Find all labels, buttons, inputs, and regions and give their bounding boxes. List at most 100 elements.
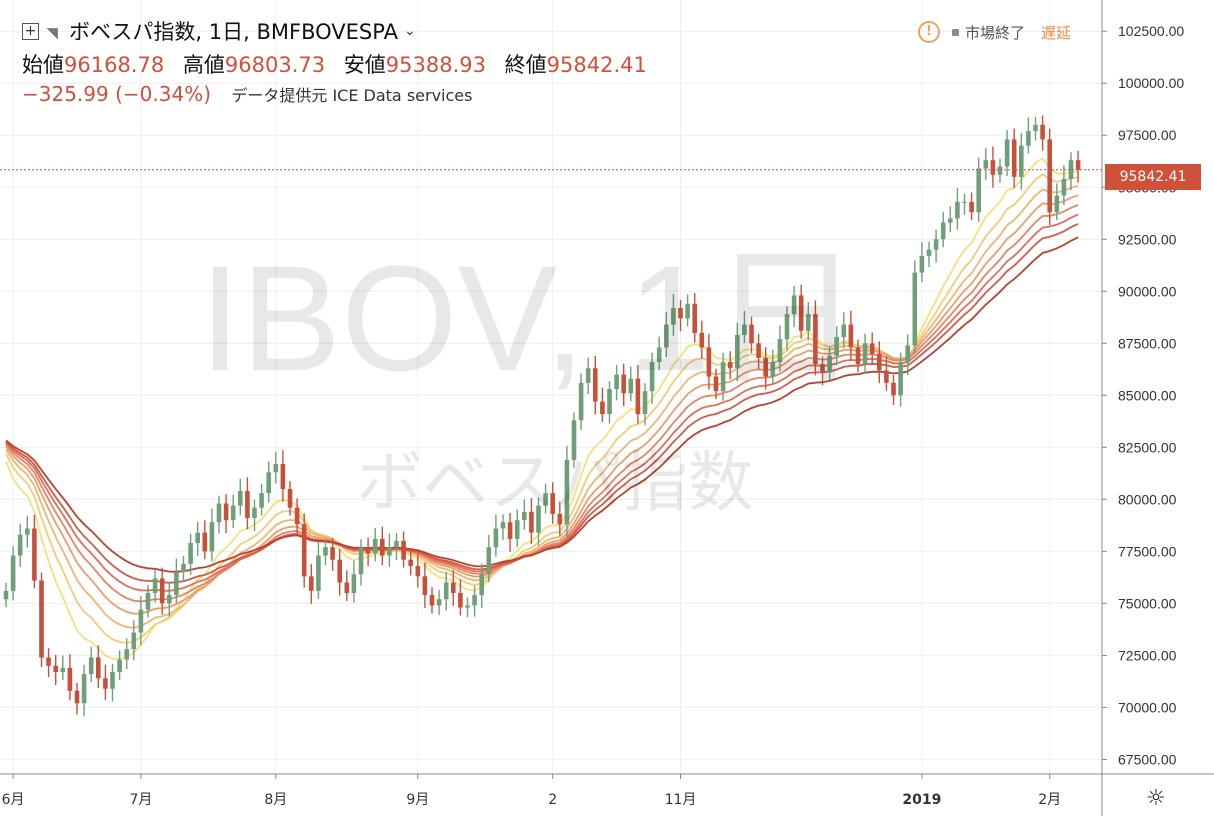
data-source: データ提供元 ICE Data services: [231, 86, 473, 105]
plus-box-icon[interactable]: +: [22, 22, 39, 40]
candle-body: [720, 362, 726, 392]
delay-label[interactable]: 遅延: [1041, 23, 1072, 42]
candle-body: [522, 511, 527, 521]
watermark-title: IBOV, 1日: [199, 234, 860, 402]
candle-body: [791, 295, 797, 315]
candle-body: [32, 528, 37, 581]
candle: [628, 366, 634, 402]
alert-circle-icon[interactable]: !: [918, 21, 940, 43]
candle-body: [117, 659, 122, 673]
candle: [280, 450, 286, 502]
candle: [17, 523, 23, 567]
candle: [1068, 152, 1074, 191]
chevron-down-icon[interactable]: ⌄: [403, 23, 416, 39]
candle: [259, 483, 264, 516]
candle: [536, 497, 541, 546]
candle: [564, 446, 570, 538]
candle-body: [167, 595, 172, 604]
status-dot: [952, 28, 959, 36]
candle-body: [877, 353, 882, 371]
candle-body: [472, 595, 477, 606]
candle: [969, 192, 974, 221]
candle: [976, 157, 981, 222]
candle: [266, 461, 271, 503]
candle: [1075, 150, 1081, 183]
candle: [195, 521, 200, 556]
candle: [955, 188, 960, 230]
candle: [1019, 133, 1024, 190]
candle-body: [159, 578, 165, 604]
y-tick-label: 92500.00: [1118, 231, 1177, 247]
candle: [422, 562, 428, 608]
candle: [884, 356, 889, 391]
candle-body: [188, 543, 193, 564]
candle-body: [727, 362, 733, 369]
candle-body: [3, 590, 9, 600]
candle: [962, 193, 967, 215]
candle: [820, 356, 825, 386]
candle: [649, 352, 655, 405]
candle: [216, 495, 222, 534]
candle-body: [380, 538, 385, 556]
candle: [798, 284, 804, 339]
ohlc-low-value: 95388.93: [385, 53, 486, 77]
candle: [735, 322, 740, 382]
symbol-row[interactable]: + ボベスパ指数, 1日, BMFBOVESPA ⌄: [22, 16, 416, 46]
price-change: −325.99 (−0.34%): [22, 82, 211, 106]
candle: [749, 316, 754, 353]
candle-body: [749, 324, 754, 344]
candle: [585, 357, 591, 395]
candle-body: [429, 595, 435, 606]
candle: [869, 332, 875, 365]
candle: [514, 509, 520, 547]
candle: [806, 301, 811, 341]
candle-body: [486, 547, 492, 575]
market-status[interactable]: ! 市場終了 遅延: [918, 21, 1071, 43]
candle-body: [1061, 178, 1067, 196]
flag-icon[interactable]: [46, 22, 64, 40]
candle: [671, 294, 676, 336]
candle-body: [103, 678, 108, 689]
candle-body: [1054, 195, 1060, 213]
candle: [372, 528, 378, 562]
candle: [948, 206, 953, 233]
candle: [53, 654, 58, 685]
candle-body: [578, 382, 584, 421]
candle-body: [1068, 160, 1074, 179]
candle-body: [671, 307, 676, 325]
candle-body: [46, 657, 51, 666]
candle: [827, 346, 832, 381]
candle-body: [479, 574, 484, 596]
candle-body: [529, 511, 534, 533]
candle-body: [1026, 131, 1031, 146]
candle-body: [451, 582, 456, 593]
candle-body: [365, 547, 371, 554]
candle-body: [500, 522, 506, 529]
symbol-title[interactable]: ボベスパ指数, 1日, BMFBOVESPA: [69, 20, 398, 44]
gear-icon[interactable]: ☼: [1146, 786, 1166, 811]
candle-body: [678, 307, 683, 319]
candle-body: [600, 401, 605, 415]
ema-line: [5, 194, 1079, 615]
candle: [316, 541, 321, 599]
candle: [408, 548, 413, 576]
candle-body: [777, 339, 783, 363]
y-tick-label: 80000.00: [1118, 491, 1177, 507]
candle-body: [252, 507, 257, 519]
candle: [145, 585, 151, 618]
candle-body: [195, 532, 200, 544]
candle-body: [635, 378, 641, 415]
candle: [550, 482, 555, 524]
candle: [522, 499, 527, 530]
candle: [337, 548, 342, 596]
candle: [578, 373, 584, 430]
y-tick-label: 102500.00: [1118, 23, 1184, 39]
candle: [706, 333, 712, 390]
candle: [188, 533, 193, 576]
candle: [763, 347, 768, 390]
candle-body: [919, 255, 925, 273]
y-tick-label: 72500.00: [1118, 647, 1177, 663]
x-tick-label: 8月: [264, 792, 287, 808]
ohlc-open-label: 始値: [22, 53, 64, 77]
